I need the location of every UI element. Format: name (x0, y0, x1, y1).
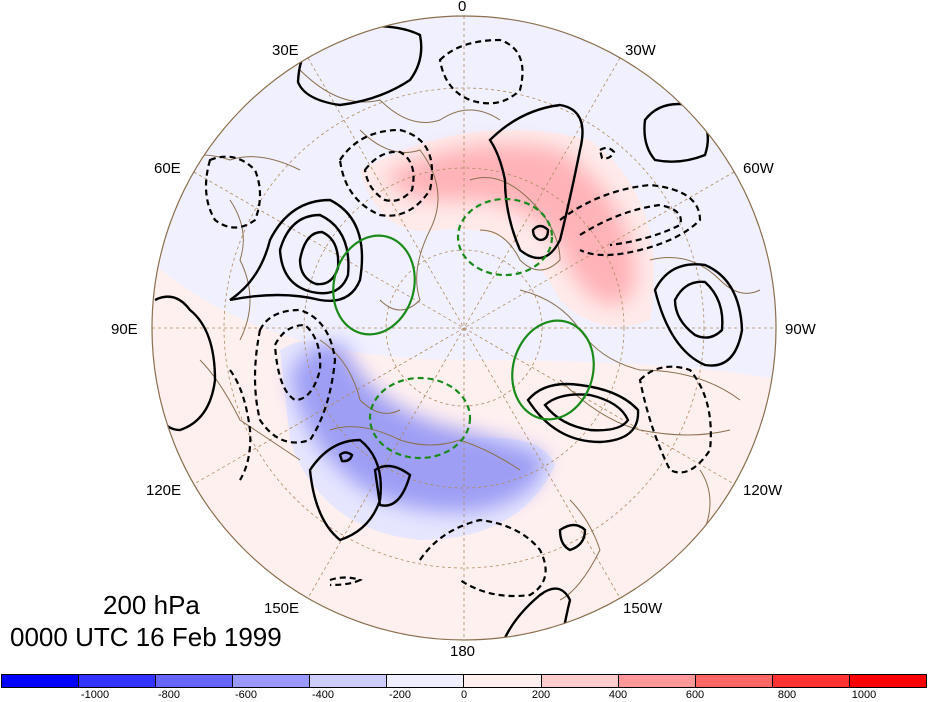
lon-label-180: 180 (450, 643, 476, 660)
colorbar-swatch (310, 675, 388, 687)
graticule (152, 16, 776, 640)
colorbar-tick-label: 1000 (851, 689, 877, 701)
colorbar-swatch (464, 675, 542, 687)
negative-contours (204, 38, 712, 598)
colorbar-tick-label: 0 (460, 689, 468, 701)
lon-label-30w: 30W (625, 42, 656, 59)
colorbar-swatch (618, 675, 696, 687)
lon-label-60w: 60W (743, 160, 774, 177)
lon-label-90w: 90W (785, 321, 816, 338)
lon-label-150w: 150W (623, 600, 663, 617)
colorbar-swatch (233, 675, 311, 687)
shade-negative-anomaly (290, 343, 545, 513)
valid-time-label: 0000 UTC 16 Feb 1999 (10, 622, 282, 652)
colorbar-tick-label: -1000 (80, 689, 110, 701)
positive-contours (153, 24, 744, 640)
colorbar-tick-label: -400 (311, 689, 335, 701)
colorbar-tick-label: 800 (777, 689, 797, 701)
colorbar-tick-label: -600 (234, 689, 258, 701)
map-boundary (151, 15, 777, 641)
colorbar-swatch (156, 675, 234, 687)
green-contours (332, 197, 595, 460)
colorbar-tick-label: -200 (388, 689, 412, 701)
colorbar (1, 674, 927, 688)
colorbar-swatch (772, 675, 850, 687)
colorbar-tick-label: 200 (531, 689, 551, 701)
lon-label-60e: 60E (154, 160, 181, 177)
pressure-level-label: 200 hPa (103, 590, 200, 620)
lon-label-90e: 90E (111, 321, 138, 338)
colorbar-swatch (849, 675, 926, 687)
lon-label-150e: 150E (264, 600, 300, 617)
colorbar-swatch (541, 675, 619, 687)
colorbar-tick-label: 600 (685, 689, 705, 701)
lon-label-30e: 30E (272, 42, 299, 59)
lon-label-120e: 120E (146, 482, 182, 499)
colorbar-swatch (695, 675, 773, 687)
lon-label-0: 0 (458, 0, 467, 15)
colorbar-swatch (387, 675, 465, 687)
colorbar-swatch (79, 675, 157, 687)
colorbar-swatch (2, 675, 80, 687)
colorbar-tick-label: -800 (157, 689, 181, 701)
colorbar-tick-label: 400 (608, 689, 628, 701)
lon-label-120w: 120W (743, 482, 783, 499)
